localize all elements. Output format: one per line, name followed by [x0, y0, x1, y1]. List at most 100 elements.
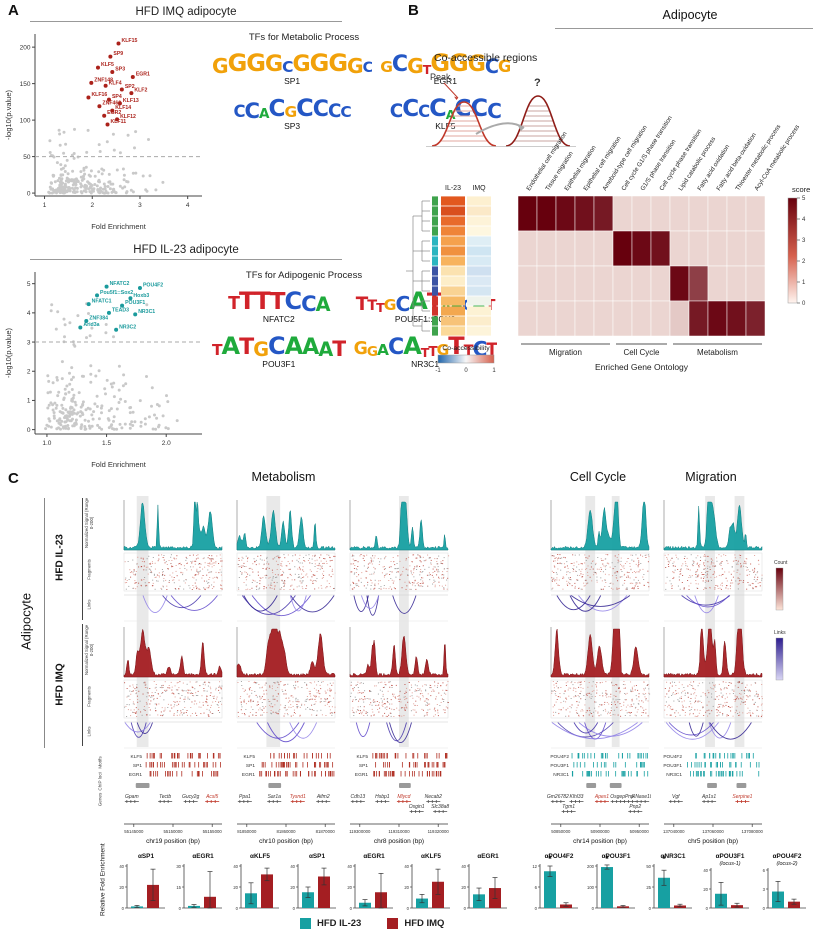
svg-text:4: 4 — [802, 217, 806, 223]
legend-label: HFD IL-23 — [317, 918, 362, 929]
svg-text:Necab2: Necab2 — [425, 794, 442, 800]
heatmap-area: IL-23 IMQ Endothelial cell migration Tissue… — [400, 78, 822, 418]
svg-text:Tgm1: Tgm1 — [562, 804, 575, 810]
motif-name: SP3 — [284, 121, 301, 131]
svg-text:Fold Enrichment: Fold Enrichment — [91, 460, 147, 469]
svg-text:Ap1s1: Ap1s1 — [701, 794, 716, 800]
hfd-imq-bracket-line — [82, 624, 83, 746]
heatmap-figure: IL-23 IMQ Endothelial cell migrationTissue… — [406, 114, 810, 374]
svg-text:ZNF384: ZNF384 — [89, 316, 108, 322]
svg-text:0: 0 — [592, 906, 595, 911]
svg-text:40: 40 — [233, 864, 238, 869]
motif-panel: TFs for Adipogenic Process T T T T C C A NFATC2 T… — [212, 270, 497, 369]
score-legend-title: score — [792, 185, 810, 194]
svg-text:ZNF148: ZNF148 — [94, 77, 113, 83]
panel-c-label: C — [8, 470, 19, 487]
svg-text:Fold Enrichment: Fold Enrichment — [91, 222, 147, 231]
svg-text:Osgin1: Osgin1 — [409, 804, 425, 810]
bar-chart-11: αPOU3F1(locus-1) 0 20 40 — [703, 853, 749, 911]
svg-text:αKLF5: αKLF5 — [250, 853, 270, 860]
bar-chart-10: αNR3C1 0 25 50 * — [646, 853, 692, 911]
svg-text:6: 6 — [763, 868, 766, 873]
svg-text:NR3C1: NR3C1 — [138, 309, 155, 315]
dendrogram — [406, 200, 430, 332]
svg-text:3: 3 — [802, 238, 806, 244]
svg-text:150: 150 — [20, 81, 31, 88]
svg-text:-log10(p.value): -log10(p.value) — [4, 327, 13, 378]
svg-text:20: 20 — [347, 885, 352, 890]
svg-text:40: 40 — [404, 864, 409, 869]
svg-text:12: 12 — [532, 864, 537, 869]
svg-text:*: * — [662, 854, 666, 864]
enriched-go-caption: Enriched Gene Ontology — [595, 362, 689, 372]
svg-text:KLF16: KLF16 — [91, 92, 107, 98]
legend-item: HFD IMQ — [387, 918, 444, 929]
svg-text:RNase10: RNase10 — [632, 794, 651, 800]
volcano-area: HFD IMQ adipocyte 1 2 3 4 0 50 100 150 200 -log10(… — [0, 0, 510, 478]
svg-text:chr14 position (bp): chr14 position (bp) — [573, 838, 627, 845]
svg-text:2: 2 — [802, 259, 806, 265]
svg-text:100: 100 — [587, 885, 595, 890]
motif-sp1: G G G G C G G G G C SP1 — [212, 49, 372, 86]
svg-text:Pnp: Pnp — [625, 794, 634, 800]
svg-text:Migration: Migration — [549, 348, 582, 357]
svg-text:TEAD3: TEAD3 — [112, 307, 129, 313]
svg-text:137060000: 137060000 — [702, 829, 724, 834]
svg-text:*: * — [605, 854, 609, 864]
svg-text:0: 0 — [535, 906, 538, 911]
svg-text:50850000: 50850000 — [551, 829, 571, 834]
svg-text:40: 40 — [119, 864, 124, 869]
svg-text:KLF2: KLF2 — [134, 88, 147, 94]
svg-text:SP3: SP3 — [115, 66, 125, 72]
svg-text:1: 1 — [802, 280, 806, 286]
volcano-block-1: HFD IMQ adipocyte 1 2 3 4 0 50 100 150 200 -log10(… — [0, 0, 510, 238]
legend-swatch — [387, 918, 399, 929]
peak-diagram: Peak? — [418, 66, 583, 171]
svg-text:81870000: 81870000 — [316, 829, 336, 834]
svg-text:SP1: SP1 — [359, 763, 368, 769]
svg-text:KLF14: KLF14 — [115, 105, 131, 111]
svg-text:0: 0 — [293, 906, 296, 911]
svg-text:NFATC1: NFATC1 — [92, 299, 112, 305]
svg-text:(locus-2): (locus-2) — [777, 861, 798, 867]
svg-text:119310000: 119310000 — [388, 829, 410, 834]
svg-text:Gpam: Gpam — [125, 794, 139, 800]
svg-text:3: 3 — [27, 339, 31, 346]
svg-text:Mlycd: Mlycd — [397, 794, 410, 800]
svg-text:1: 1 — [492, 368, 496, 374]
svg-text:Vgf: Vgf — [672, 794, 680, 800]
svg-text:SP9: SP9 — [113, 51, 123, 57]
svg-text:αPOU3F1: αPOU3F1 — [602, 853, 631, 860]
svg-text:Osgep: Osgep — [610, 794, 625, 800]
svg-text:Gm26782: Gm26782 — [547, 794, 569, 800]
svg-text:EGR2: EGR2 — [107, 110, 121, 116]
svg-text:Acsl5: Acsl5 — [205, 794, 218, 800]
svg-text:20: 20 — [290, 885, 295, 890]
svg-text:POU3F1: POU3F1 — [125, 300, 145, 306]
svg-text:0: 0 — [407, 906, 410, 911]
svg-text:chr19 position (bp): chr19 position (bp) — [146, 838, 200, 845]
svg-text:20: 20 — [703, 887, 708, 892]
svg-text:50: 50 — [646, 864, 651, 869]
svg-text:αEGR1: αEGR1 — [363, 853, 385, 860]
svg-text:20: 20 — [119, 885, 124, 890]
svg-text:0: 0 — [350, 906, 353, 911]
hfd-imq-row-label: HFD IMQ — [54, 663, 66, 706]
smallheat-col-imq: IMQ — [472, 185, 486, 192]
motif-name: SP1 — [284, 76, 301, 86]
adipocyte-side-label: Adipocyte — [18, 592, 34, 651]
svg-text:POU3F1: POU3F1 — [550, 763, 569, 769]
svg-text:81860000: 81860000 — [276, 829, 296, 834]
motif-name: POU5F1::SOX2 — [394, 314, 456, 324]
svg-text:chr8 position (bp): chr8 position (bp) — [374, 838, 424, 845]
svg-text:Sar1a: Sar1a — [268, 794, 282, 800]
svg-text:POU4F2: POU4F2 — [143, 283, 163, 289]
motif-panel-title: TFs for Metabolic Process — [248, 32, 360, 43]
svg-text:KLF5: KLF5 — [101, 62, 114, 68]
svg-text:SP4: SP4 — [112, 94, 122, 100]
svg-text:αSP1: αSP1 — [309, 853, 325, 860]
